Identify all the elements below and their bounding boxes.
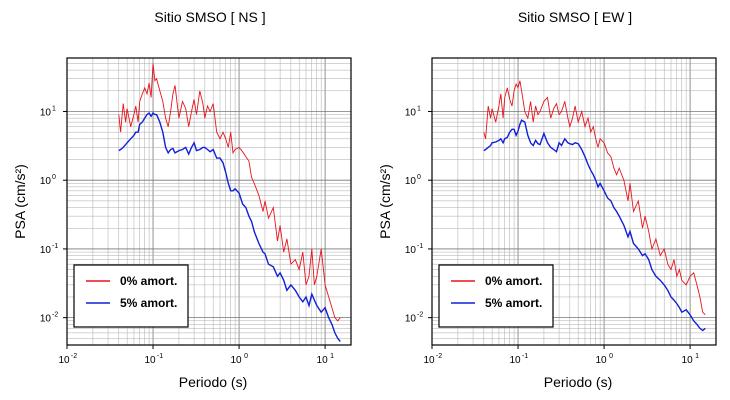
x-tick-exponent: 0 (609, 353, 613, 360)
x-axis-label: Periodo (s) (544, 374, 612, 390)
y-tick-label: 10 (405, 245, 417, 256)
x-tick-exponent: -2 (71, 353, 77, 360)
y-tick-label: 10 (40, 245, 52, 256)
x-tick-exponent: 0 (244, 353, 248, 360)
y-tick-label: 10 (40, 314, 52, 325)
y-tick-label: 10 (40, 176, 52, 187)
chart-title: Sitio SMSO [ EW ] (518, 9, 632, 25)
x-tick-label: 10 (423, 355, 435, 366)
y-tick-exponent: 0 (417, 174, 421, 181)
legend-label: 5% amort. (485, 296, 542, 310)
series-line-damping-5 (118, 111, 341, 342)
y-tick-label: 10 (405, 314, 417, 325)
x-tick-label: 10 (682, 355, 694, 366)
plot-frame (431, 57, 717, 346)
y-tick-exponent: -1 (52, 243, 58, 250)
series-line-damping-0 (483, 80, 706, 316)
x-axis-label: Periodo (s) (179, 374, 247, 390)
y-tick-exponent: -1 (417, 243, 423, 250)
x-tick-label: 10 (509, 355, 521, 366)
y-tick-label: 10 (40, 107, 52, 118)
x-tick-label: 10 (58, 355, 70, 366)
series-line-damping-5 (483, 119, 706, 332)
series-line-damping-0 (118, 63, 341, 322)
y-axis-label: PSA (cm/s²) (377, 164, 393, 239)
legend: 0% amort. 5% amort. (438, 264, 554, 328)
x-tick-exponent: -2 (436, 353, 442, 360)
y-tick-exponent: 1 (417, 105, 421, 112)
y-tick-exponent: 0 (52, 174, 56, 181)
x-tick-label: 10 (596, 355, 608, 366)
y-tick-exponent: 1 (52, 105, 56, 112)
y-axis-label: PSA (cm/s²) (12, 164, 28, 239)
grid (431, 57, 717, 346)
legend-box (73, 264, 189, 328)
chart-panel-1: Sitio SMSO [ EW ]10 -2 10 -1 10 0 10 110 -210 -11… (377, 9, 717, 390)
x-tick-exponent: 1 (695, 353, 699, 360)
y-tick-label: 10 (405, 176, 417, 187)
chart-title: Sitio SMSO [ NS ] (154, 9, 265, 25)
x-tick-exponent: 1 (330, 353, 334, 360)
plot-frame (66, 57, 352, 346)
legend-box (438, 264, 554, 328)
x-tick-exponent: -1 (522, 353, 528, 360)
x-tick-label: 10 (144, 355, 156, 366)
legend-label: 0% amort. (120, 274, 177, 288)
y-tick-exponent: -2 (52, 312, 58, 319)
x-tick-exponent: -1 (157, 353, 163, 360)
legend-label: 5% amort. (120, 296, 177, 310)
y-tick-exponent: -2 (417, 312, 423, 319)
chart-panel-0: Sitio SMSO [ NS ]10 -2 10 -1 10 0 10 110 -210 -11… (12, 9, 352, 390)
y-tick-label: 10 (405, 107, 417, 118)
x-tick-label: 10 (317, 355, 329, 366)
legend: 0% amort. 5% amort. (73, 264, 189, 328)
x-tick-label: 10 (231, 355, 243, 366)
legend-label: 0% amort. (485, 274, 542, 288)
